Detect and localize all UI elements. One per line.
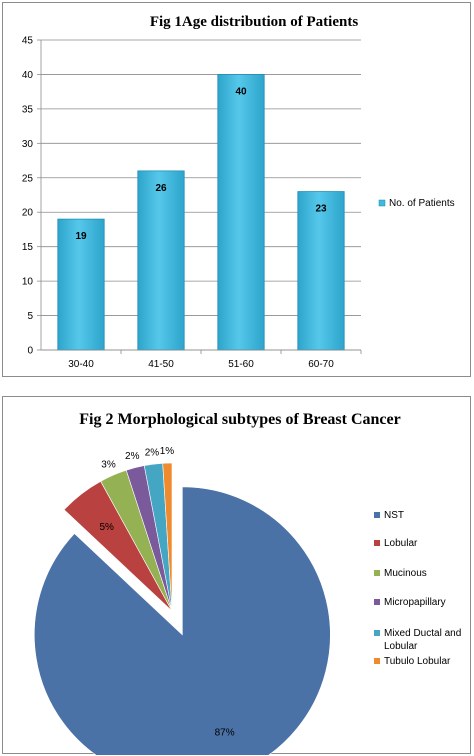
pie-slice-nst [34, 486, 331, 755]
chart-title: Fig 1Age distribution of Patients [150, 14, 358, 30]
bar-chart: Fig 1Age distribution of Patients 19 26 40… [22, 14, 455, 370]
slice-label: 87% [215, 728, 235, 739]
y-tick-label: 0 [27, 346, 33, 357]
legend-label: Tubulo Lobular [384, 656, 451, 667]
y-tick-label: 45 [22, 36, 34, 47]
y-tick-label: 40 [22, 70, 34, 81]
pie-chart: Fig 2 Morphological subtypes of Breast C… [34, 411, 461, 755]
data-label: 26 [155, 183, 167, 194]
y-tick-label: 10 [22, 277, 34, 288]
bar-60-70 [297, 191, 345, 351]
x-tick-label: 51-60 [228, 359, 254, 370]
y-tick-label: 15 [22, 242, 34, 253]
pie-slice-tubulo-lobular [162, 462, 173, 612]
x-tick-label: 41-50 [148, 359, 174, 370]
legend-swatch [374, 570, 380, 576]
legend-swatch [374, 512, 380, 518]
slice-label: 3% [101, 459, 116, 470]
legend-label: Lobular [384, 641, 418, 652]
legend-label: Mucinous [384, 568, 427, 579]
bar-30-40 [57, 218, 105, 351]
legend-swatch [374, 540, 380, 546]
legend-label: Lobular [384, 538, 418, 549]
legend-swatch [374, 658, 380, 664]
y-tick-label: 5 [27, 311, 33, 322]
slice-label: 2% [125, 451, 140, 462]
legend-swatch [374, 630, 380, 636]
y-tick-label: 25 [22, 173, 34, 184]
slice-label: 2% [145, 447, 160, 458]
legend-label: NST [384, 510, 404, 521]
chart-title: Fig 2 Morphological subtypes of Breast C… [79, 411, 400, 428]
legend-label: No. of Patients [389, 198, 455, 209]
slice-label: 1% [160, 446, 175, 457]
data-label: 40 [235, 86, 247, 97]
bar-chart-panel: Fig 1Age distribution of Patients 19 26 40… [2, 2, 471, 377]
y-tick-label: 20 [22, 208, 34, 219]
data-label: 23 [315, 204, 327, 215]
y-tick-label: 35 [22, 104, 34, 115]
legend-swatch [378, 199, 386, 207]
bar-41-50 [137, 170, 185, 351]
slice-label: 5% [99, 522, 114, 533]
x-tick-label: 60-70 [308, 359, 334, 370]
legend-label: Micropapillary [384, 597, 446, 608]
y-tick-label: 30 [22, 139, 34, 150]
legend-label: Mixed Ductal and [384, 628, 461, 639]
x-tick-label: 30-40 [68, 359, 94, 370]
data-label: 19 [75, 231, 87, 242]
bar-51-60 [217, 74, 265, 351]
pie-chart-panel: Fig 2 Morphological subtypes of Breast C… [2, 396, 471, 755]
legend: No. of Patients [378, 198, 455, 209]
legend-swatch [374, 599, 380, 605]
